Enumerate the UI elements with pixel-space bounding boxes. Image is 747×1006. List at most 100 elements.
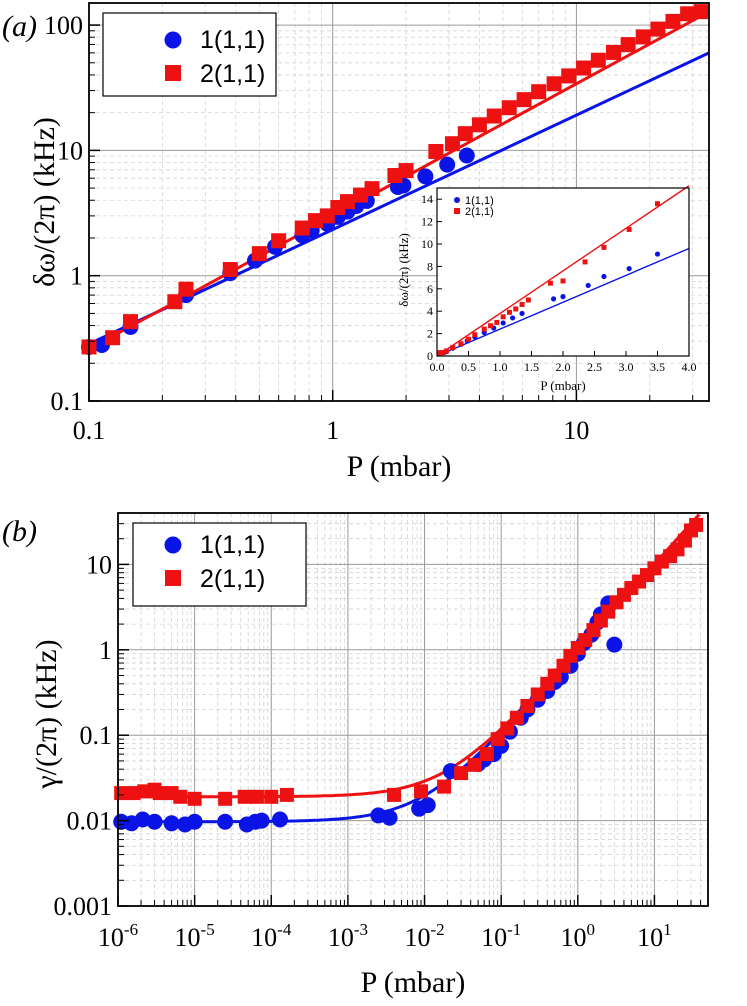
inset-data-point-series2 [513, 306, 519, 312]
inset-data-point-series2 [525, 297, 531, 303]
inset-data-point-series2 [437, 350, 443, 356]
data-point-series2 [251, 246, 267, 262]
panel-b-legend-box [132, 522, 307, 607]
data-point-series2 [650, 21, 666, 37]
data-point-series2 [173, 789, 188, 804]
data-point-series2 [501, 100, 517, 116]
x-tick-label: 10-1 [481, 920, 521, 952]
inset-y-tick-label: 6 [427, 282, 433, 296]
panel-b-data-points [113, 517, 704, 833]
x-tick-label: 10-4 [251, 920, 292, 952]
data-point-series2 [152, 786, 167, 801]
inset-data-point-series1 [560, 294, 566, 300]
inset-data-point-series2 [443, 348, 449, 354]
data-point-series1 [253, 812, 270, 829]
inset-data-point-series2 [466, 336, 471, 342]
data-point-series1 [606, 636, 623, 653]
data-point-series2 [546, 76, 562, 92]
inset-data-point-series1 [500, 320, 506, 326]
inset-data-point-series2 [488, 323, 494, 329]
data-point-series2 [509, 710, 524, 725]
inset-x-tick-label: 4.0 [682, 360, 697, 374]
inset-x-tick-label: 1.5 [524, 360, 539, 374]
data-point-series2 [576, 60, 592, 76]
inset-x-tick-label: 0.0 [430, 360, 445, 374]
x-tick-label: 10-3 [328, 920, 368, 952]
inset-data-point-series2 [601, 244, 607, 250]
data-point-series2 [364, 181, 380, 197]
inset-x-tick-label: 0.5 [461, 360, 476, 374]
panel-a-label: (a) [2, 10, 37, 43]
inset-data-point-series1 [601, 273, 607, 280]
inset-axis-ticks: 0.0 0.5 1.0 1.5 2.0 2.5 3.0 3.5 4.0 0 2 4 6 8 10 12 14 [421, 192, 697, 374]
data-point-series2 [126, 786, 141, 801]
inset-data-point-series2 [547, 280, 553, 286]
panel-a-legend-box [102, 12, 277, 97]
panel-a-legend-label-series1: 1(1,1) [200, 26, 265, 54]
data-point-series2 [294, 220, 310, 236]
inset-data-point-series2 [560, 278, 566, 284]
data-point-series2 [122, 314, 138, 330]
x-tick-label: 0.1 [73, 416, 106, 445]
inset-y-tick-label: 0 [427, 349, 433, 363]
data-point-series2 [444, 136, 460, 152]
inset-y-tick-label: 4 [427, 304, 433, 318]
data-point-series2 [398, 163, 414, 179]
panel-b-legend: 1(1,1) 2(1,1) [132, 522, 307, 607]
data-point-series1 [217, 813, 234, 830]
inset-data-point-series1 [519, 310, 525, 317]
inset-y-tick-label: 2 [427, 327, 433, 341]
inset-data-point-series1 [509, 315, 516, 321]
inset-legend-label-series2: 2(1,1) [465, 206, 494, 218]
inset-x-axis-label: P (mbar) [540, 378, 585, 393]
data-point-series2 [249, 789, 264, 804]
x-tick-label: 101 [637, 920, 672, 952]
inset-legend: 1(1,1) 2(1,1) [454, 195, 494, 218]
panel-b-legend-marker-series2 [165, 570, 181, 586]
data-point-series1 [417, 168, 434, 185]
y-tick-label: 1 [99, 636, 112, 665]
data-point-series2 [457, 126, 473, 142]
data-point-series2 [635, 29, 651, 45]
inset-data-point-series2 [481, 326, 487, 332]
inset-fit-line-2 [436, 185, 690, 357]
data-point-series2 [339, 194, 355, 210]
inset-legend-label-series1: 1(1,1) [465, 195, 494, 207]
inset-y-tick-label: 10 [421, 237, 433, 251]
inset-y-tick-label: 8 [427, 259, 433, 273]
data-point-series2 [437, 779, 452, 794]
data-point-series2 [665, 13, 681, 29]
inset-x-tick-label: 3.5 [650, 360, 665, 374]
inset-data-point-series2 [506, 309, 512, 315]
data-point-series2 [520, 698, 535, 713]
inset-data-point-series2 [458, 341, 464, 347]
data-point-series2 [352, 187, 368, 203]
data-point-series2 [187, 791, 202, 806]
inset-data-point-series1 [550, 296, 557, 302]
data-point-series2 [279, 787, 294, 802]
panel-a-inset: 0.0 0.5 1.0 1.5 2.0 2.5 3.0 3.5 4.0 0 2 4 6 8 10 12 14 P… [396, 185, 697, 393]
inset-y-tick-label: 14 [421, 192, 433, 206]
data-point-series1 [134, 811, 151, 828]
data-point-series1 [458, 147, 475, 164]
panel-a-legend-label-series2: 2(1,1) [200, 60, 265, 88]
panel-b-legend-label-series2: 2(1,1) [200, 565, 265, 593]
inset-legend-marker-series2 [454, 208, 460, 214]
inset-data-point-series2 [472, 332, 478, 338]
inset-data-point-series2 [626, 226, 632, 232]
inset-x-tick-label: 2.5 [587, 360, 602, 374]
data-point-series1 [381, 809, 398, 826]
panel-b-axis-ticks: 10-6 10-5 10-4 10-3 10-2 10-1 100 1010.0010.010… [54, 512, 709, 952]
inset-fit-lines [436, 185, 690, 357]
inset-data-point-series1 [585, 282, 591, 289]
data-point-series1 [163, 815, 180, 832]
inset-data-point-series2 [582, 259, 588, 265]
data-point-series2 [471, 117, 487, 133]
y-tick-label: 10 [57, 136, 83, 165]
data-point-series2 [114, 786, 129, 801]
data-point-series1 [439, 156, 456, 173]
inset-fit-line-1 [436, 247, 690, 357]
